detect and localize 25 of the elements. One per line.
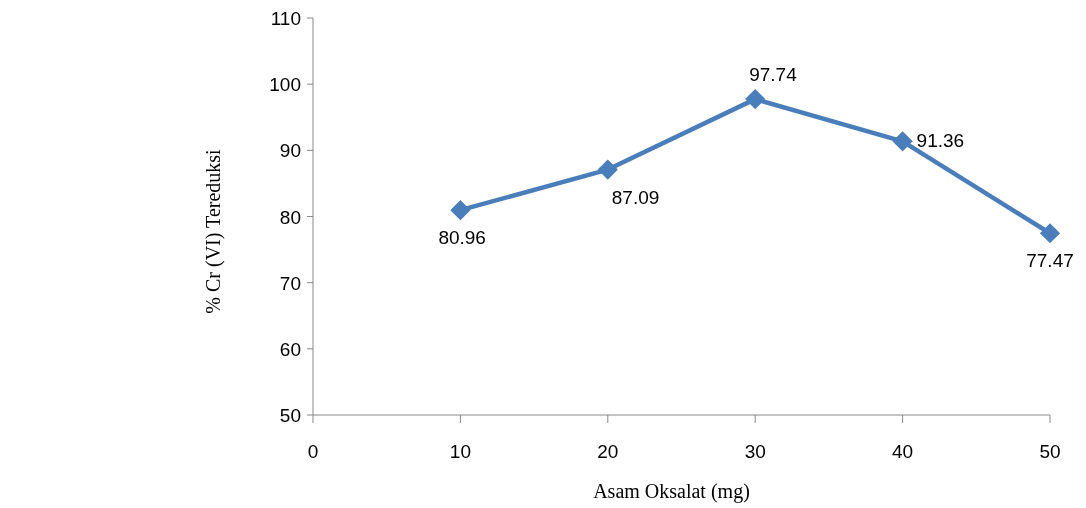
y-tick-label: 90 xyxy=(279,140,301,162)
data-label: 87.09 xyxy=(611,186,660,208)
point xyxy=(892,131,913,152)
x-tick-label: 30 xyxy=(744,441,766,462)
y-tick-label: 100 xyxy=(269,74,301,96)
point xyxy=(597,159,618,180)
data-label: 91.36 xyxy=(916,130,965,152)
y-tick-label: 70 xyxy=(279,272,301,294)
y-tick-label: 50 xyxy=(279,405,301,426)
x-tick-label: 50 xyxy=(1039,441,1061,462)
point xyxy=(450,200,471,221)
point xyxy=(745,89,766,110)
x-tick-label: 10 xyxy=(449,441,471,462)
x-tick-label: 20 xyxy=(597,441,619,462)
x-tick-label: 40 xyxy=(892,441,914,462)
data-label: 80.96 xyxy=(438,227,486,249)
y-tick-label: 80 xyxy=(279,206,301,228)
y-axis-title: % Cr (VI) Tereduksi xyxy=(202,148,225,314)
x-axis-title: Asam Oksalat (mg) xyxy=(593,480,750,503)
point xyxy=(1039,223,1061,244)
x-tick-label: 0 xyxy=(307,441,319,462)
y-tick-label: 60 xyxy=(279,338,301,360)
data-label: 97.74 xyxy=(749,64,798,86)
data-label: 77.47 xyxy=(1026,250,1074,272)
y-tick-label: 110 xyxy=(270,8,301,29)
